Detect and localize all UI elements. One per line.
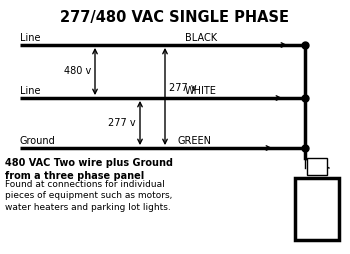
Text: 277/480 VAC SINGLE PHASE: 277/480 VAC SINGLE PHASE	[61, 10, 289, 25]
Text: Line: Line	[20, 33, 41, 43]
Text: 277 v: 277 v	[169, 83, 197, 93]
Text: WHITE: WHITE	[185, 86, 217, 96]
Text: 480 VAC Two wire plus Ground
from a three phase panel: 480 VAC Two wire plus Ground from a thre…	[5, 158, 173, 181]
Bar	[295, 178, 339, 240]
Text: 480 v: 480 v	[64, 66, 91, 76]
Text: 277 v: 277 v	[108, 118, 136, 128]
Bar	[307, 158, 327, 175]
Text: BLACK: BLACK	[185, 33, 217, 43]
Text: GREEN: GREEN	[178, 136, 212, 146]
Text: Line: Line	[20, 86, 41, 96]
Text: Ground: Ground	[20, 136, 56, 146]
Text: Found at connections for individual
pieces of equipment such as motors,
water he: Found at connections for individual piec…	[5, 180, 172, 212]
